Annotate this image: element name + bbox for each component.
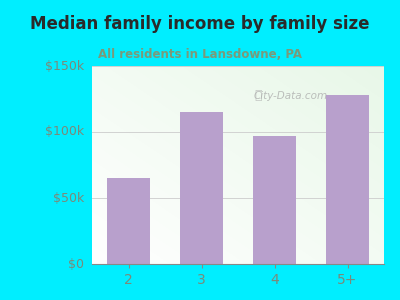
Bar xyxy=(180,112,223,264)
Text: ⦿: ⦿ xyxy=(255,89,262,102)
Bar xyxy=(106,178,150,264)
Bar xyxy=(253,136,296,264)
Bar xyxy=(326,95,370,264)
Text: $50k: $50k xyxy=(53,191,84,205)
Text: $0: $0 xyxy=(68,257,84,271)
Text: $150k: $150k xyxy=(45,59,84,73)
Text: $100k: $100k xyxy=(45,125,84,139)
Text: All residents in Lansdowne, PA: All residents in Lansdowne, PA xyxy=(98,48,302,61)
Text: City-Data.com: City-Data.com xyxy=(254,91,328,101)
Text: Median family income by family size: Median family income by family size xyxy=(30,15,370,33)
